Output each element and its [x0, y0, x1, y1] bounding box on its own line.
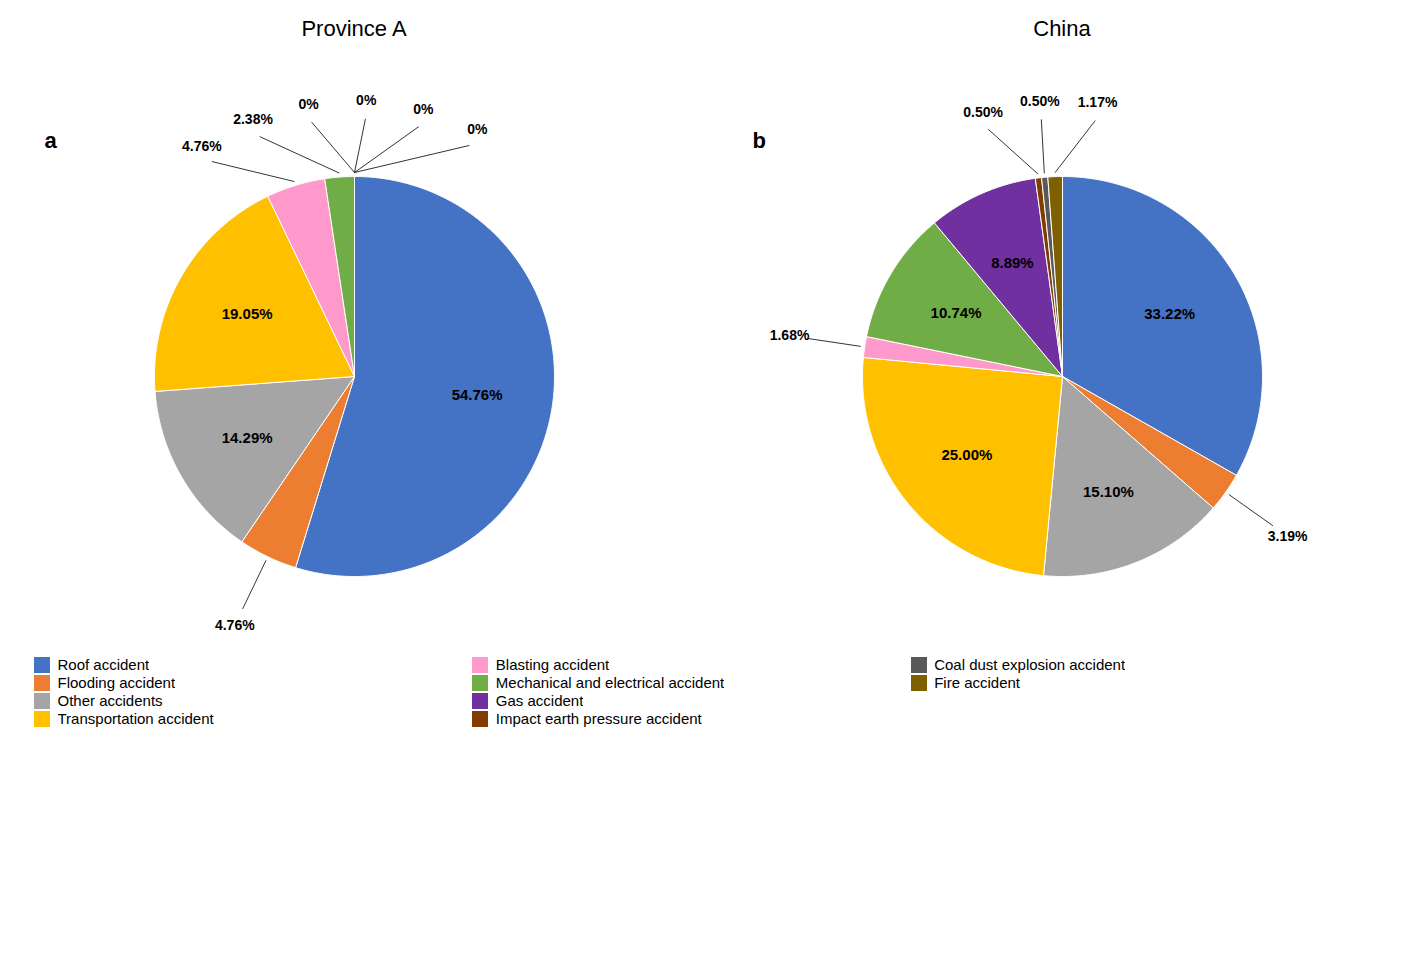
svg-text:1.68%: 1.68%: [770, 327, 810, 343]
svg-text:33.22%: 33.22%: [1144, 305, 1195, 322]
svg-text:0%: 0%: [298, 96, 319, 112]
svg-text:a: a: [45, 128, 58, 153]
html-text:Province A: Province A: [301, 16, 407, 41]
svg-text:2.38%: 2.38%: [233, 111, 273, 127]
html-text:Transportation accident: Transportation accident: [57, 710, 214, 727]
html-text:Coal dust explosion accident: Coal dust explosion accident: [934, 656, 1126, 673]
svg-text:0.50%: 0.50%: [1020, 93, 1060, 109]
svg-text:0%: 0%: [413, 101, 434, 117]
svg-text:0%: 0%: [356, 92, 377, 108]
html-text:Blasting accident: Blasting accident: [495, 656, 610, 673]
svg-text:0%: 0%: [467, 121, 488, 137]
html-text:Flooding accident: Flooding accident: [57, 674, 176, 691]
svg-text:19.05%: 19.05%: [222, 305, 273, 322]
svg-text:54.76%: 54.76%: [452, 386, 503, 403]
svg-text:14.29%: 14.29%: [222, 429, 273, 446]
html-text:Gas accident: Gas accident: [495, 692, 584, 709]
svg-text:4.76%: 4.76%: [182, 138, 222, 154]
svg-text:1.17%: 1.17%: [1078, 94, 1118, 110]
html-text:China: China: [1033, 16, 1091, 41]
svg-text:b: b: [753, 128, 766, 153]
html-text:Mechanical and electrical acci: Mechanical and electrical accident: [495, 674, 725, 691]
svg-text:8.89%: 8.89%: [991, 254, 1034, 271]
html-text:Other accidents: Other accidents: [57, 692, 163, 709]
svg-text:3.19%: 3.19%: [1268, 528, 1308, 544]
html-text:Impact earth pressure accident: Impact earth pressure accident: [495, 710, 702, 727]
html-text:Fire accident: Fire accident: [934, 674, 1020, 691]
svg-text:4.76%: 4.76%: [215, 617, 255, 633]
html-text:Roof accident: Roof accident: [57, 656, 150, 673]
svg-text:10.74%: 10.74%: [931, 304, 982, 321]
svg-text:15.10%: 15.10%: [1083, 482, 1134, 499]
svg-text:0.50%: 0.50%: [963, 104, 1003, 120]
svg-text:25.00%: 25.00%: [941, 446, 992, 463]
